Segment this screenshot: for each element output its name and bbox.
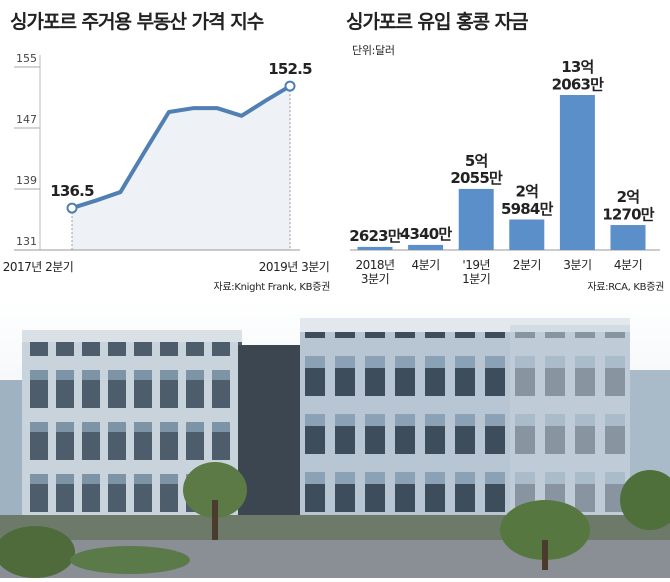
- chart-title: 싱가포르 유입 홍콩 자금: [346, 10, 528, 33]
- source-note: 자료:RCA, KB증권: [587, 281, 664, 293]
- value-label: 13억 2063만: [552, 58, 605, 93]
- x-tick-label: 2019년 3분기: [259, 260, 330, 274]
- chart-title: 싱가포르 주거용 부동산 가격 지수: [10, 11, 264, 33]
- x-tick-label: 2017년 2분기: [3, 260, 74, 274]
- value-label: 4340만: [400, 225, 453, 243]
- value-label: 2억 1270만: [602, 188, 655, 223]
- value-label: 152.5: [268, 60, 312, 78]
- x-tick-label: 4분기: [411, 258, 439, 272]
- unit-note: 단위:달러: [352, 44, 395, 57]
- value-label: 5억 2055만: [450, 152, 503, 187]
- y-tick-label: 139: [16, 174, 37, 187]
- x-tick-label: 3분기: [563, 258, 591, 272]
- y-tick-label: 155: [16, 52, 37, 65]
- line: [71, 84, 292, 210]
- x-tick-label: '19년 1분기: [462, 258, 490, 286]
- value-label: 2623만: [349, 227, 402, 245]
- y-tick-label: 131: [16, 235, 37, 248]
- value-label: 136.5: [50, 182, 94, 200]
- building-photo: [0, 298, 670, 578]
- bar: [610, 225, 646, 250]
- y-tick-label: 147: [16, 113, 37, 126]
- bar: [509, 219, 545, 250]
- x-tick-label: 2분기: [513, 258, 541, 272]
- bar: [458, 188, 494, 250]
- end-point: [284, 80, 296, 92]
- x-tick-label: 2018년 3분기: [355, 258, 394, 286]
- bar: [357, 246, 393, 250]
- x-tick-label: 4분기: [614, 258, 642, 272]
- bar: [408, 244, 444, 250]
- value-label: 2억 5984만: [501, 183, 554, 218]
- source-note: 자료:Knight Frank, KB증권: [214, 281, 331, 293]
- area: [72, 86, 290, 250]
- end-point: [66, 202, 78, 214]
- bar: [559, 95, 595, 250]
